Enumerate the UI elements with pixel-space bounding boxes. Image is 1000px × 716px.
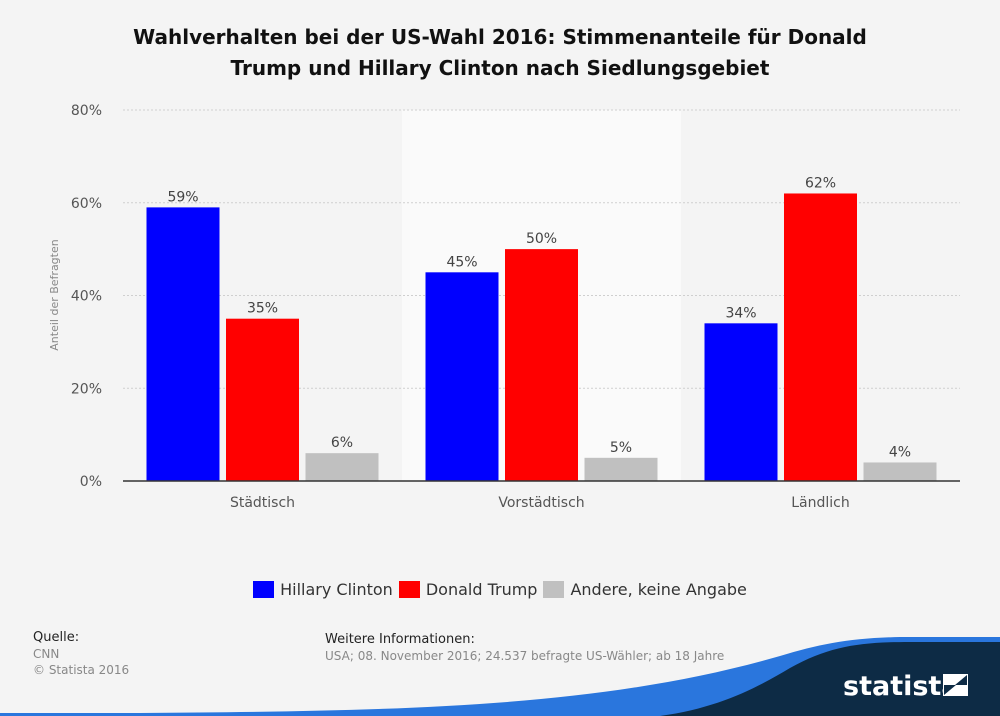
- data-label: 62%: [805, 175, 836, 191]
- data-label: 45%: [446, 254, 477, 270]
- y-tick-label: 80%: [71, 103, 102, 119]
- bar: [784, 193, 857, 481]
- bar: [146, 207, 220, 481]
- x-tick-label: Vorstädtisch: [498, 495, 584, 511]
- legend-label: Donald Trump: [425, 580, 538, 599]
- chart-title-line-2: Trump und Hillary Clinton nach Siedlungs…: [230, 56, 770, 80]
- legend-swatch: [543, 581, 565, 598]
- legend-item[interactable]: Hillary Clinton: [253, 580, 393, 599]
- source-text: CNN: [33, 647, 60, 661]
- copyright-text: © Statista 2016: [33, 663, 130, 677]
- legend-label: Hillary Clinton: [280, 580, 393, 599]
- bar: [584, 457, 658, 481]
- footer-dark-wave: [660, 642, 1000, 716]
- data-label: 6%: [331, 435, 353, 451]
- x-tick-label: Städtisch: [230, 495, 295, 511]
- data-label: 35%: [247, 301, 278, 317]
- statista-logo-icon: [943, 674, 968, 696]
- source-heading: Quelle:: [33, 630, 80, 645]
- bar: [226, 318, 299, 481]
- y-tick-label: 60%: [71, 196, 102, 212]
- info-block: Weitere Informationen: USA; 08. November…: [325, 632, 725, 664]
- y-tick-label: 40%: [71, 289, 102, 305]
- bar: [425, 272, 499, 481]
- legend-label: Andere, keine Angabe: [570, 580, 747, 599]
- bar-chart: 0% 20% 40% 60% 80% 59% 35% 6% Städtisch 45% 50% 5%…: [48, 103, 960, 511]
- y-tick-label: 20%: [71, 381, 102, 397]
- statista-logo-text: statista: [843, 671, 960, 702]
- data-label: 4%: [889, 444, 911, 460]
- legend-item[interactable]: Andere, keine Angabe: [543, 580, 747, 599]
- bar: [863, 462, 937, 481]
- data-label: 59%: [167, 189, 198, 205]
- info-heading: Weitere Informationen:: [325, 632, 475, 647]
- bar: [704, 323, 778, 481]
- info-text: USA; 08. November 2016; 24.537 befragte …: [325, 649, 725, 663]
- bar: [505, 249, 578, 481]
- legend-swatch: [253, 581, 275, 598]
- legend-item[interactable]: Donald Trump: [398, 580, 538, 599]
- y-axis-label: Anteil der Befragten: [48, 239, 61, 350]
- data-label: 5%: [610, 440, 632, 456]
- legend: Hillary Clinton Donald Trump Andere, keine…: [0, 580, 1000, 599]
- x-tick-label: Ländlich: [791, 495, 850, 511]
- data-label: 50%: [526, 231, 557, 247]
- data-label: 34%: [725, 305, 756, 321]
- chart-title: Wahlverhalten bei der US-Wahl 2016: Stim…: [0, 22, 1000, 84]
- y-tick-label: 0%: [80, 474, 102, 490]
- chart-title-line-1: Wahlverhalten bei der US-Wahl 2016: Stim…: [133, 25, 867, 49]
- legend-swatch: [398, 581, 420, 598]
- statista-footer-banner: statista: [0, 637, 1000, 716]
- source-block: Quelle: CNN © Statista 2016: [33, 630, 129, 678]
- bar: [305, 453, 379, 481]
